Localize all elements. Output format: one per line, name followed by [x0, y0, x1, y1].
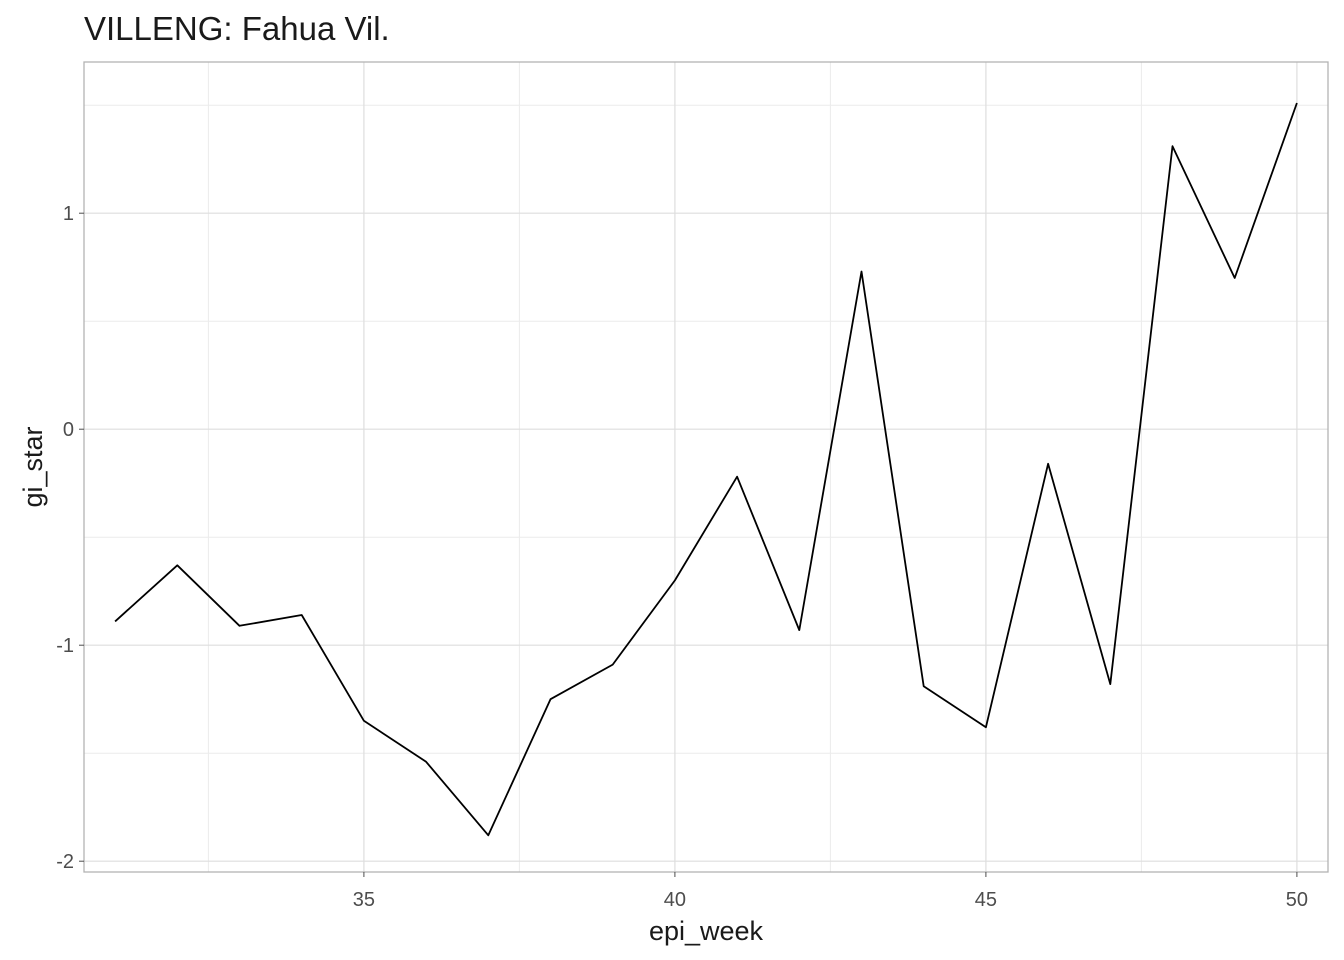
x-tick-label: 50 — [1286, 889, 1308, 911]
x-tick-label: 35 — [353, 889, 375, 911]
major-gridlines — [84, 62, 1328, 872]
y-tick-label: -2 — [56, 851, 74, 873]
x-axis-ticks: 35 40 45 50 — [353, 872, 1308, 911]
series-line — [114, 102, 1298, 837]
y-tick-label: 0 — [63, 419, 74, 441]
plot-panel-border — [83, 61, 1329, 873]
series-layer — [114, 102, 1298, 837]
y-axis-ticks: -2 -1 0 1 — [56, 203, 84, 873]
x-tick-label: 45 — [975, 889, 997, 911]
y-axis-title: gi_star — [18, 426, 48, 507]
y-tick-label: 1 — [63, 203, 74, 225]
x-axis-title: epi_week — [649, 916, 764, 946]
x-tick-label: 40 — [664, 889, 686, 911]
minor-gridlines — [84, 62, 1328, 872]
y-tick-label: -1 — [56, 635, 74, 657]
chart-title: VILLENG: Fahua Vil. — [84, 10, 390, 47]
